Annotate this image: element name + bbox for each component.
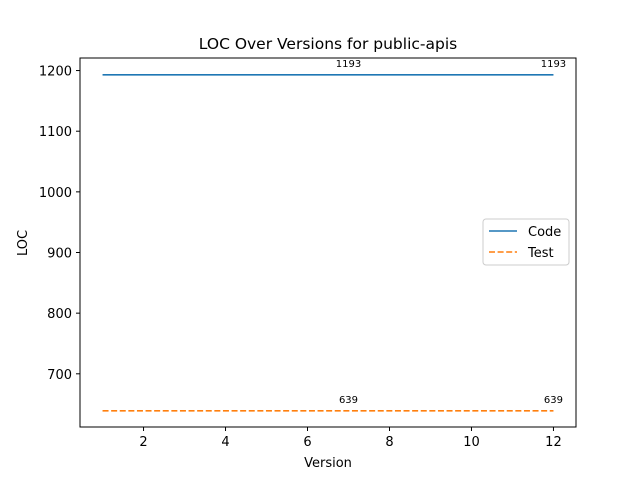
y-axis-label: LOC xyxy=(16,230,31,256)
plot-area xyxy=(79,57,577,428)
x-axis-ticks: 2 4 6 8 10 12 xyxy=(139,427,562,450)
y-tick-label: 1200 xyxy=(39,65,72,80)
x-tick-label: 2 xyxy=(139,435,147,450)
data-label: 1193 xyxy=(541,59,566,70)
x-tick-label: 6 xyxy=(303,435,311,450)
y-tick-label: 800 xyxy=(47,307,72,322)
x-tick-label: 12 xyxy=(545,435,562,450)
x-axis-label: Version xyxy=(304,456,352,471)
legend-label-code: Code xyxy=(528,225,561,240)
x-tick-label: 10 xyxy=(463,435,480,450)
data-label: 639 xyxy=(544,395,563,406)
x-tick-label: 4 xyxy=(221,435,229,450)
y-tick-label: 1000 xyxy=(39,186,72,201)
chart-title: LOC Over Versions for public-apis xyxy=(199,35,457,53)
y-tick-label: 900 xyxy=(47,247,72,262)
data-label: 639 xyxy=(339,395,358,406)
data-label: 1193 xyxy=(336,59,361,70)
y-tick-label: 1100 xyxy=(39,125,72,140)
y-axis-ticks: 700 800 900 1000 1100 1200 xyxy=(39,65,80,383)
y-tick-label: 700 xyxy=(47,368,72,383)
legend: Code Test xyxy=(482,218,570,266)
legend-label-test: Test xyxy=(527,246,554,261)
x-tick-label: 8 xyxy=(385,435,393,450)
series-layer: 1193 1193 639 639 xyxy=(102,59,566,412)
